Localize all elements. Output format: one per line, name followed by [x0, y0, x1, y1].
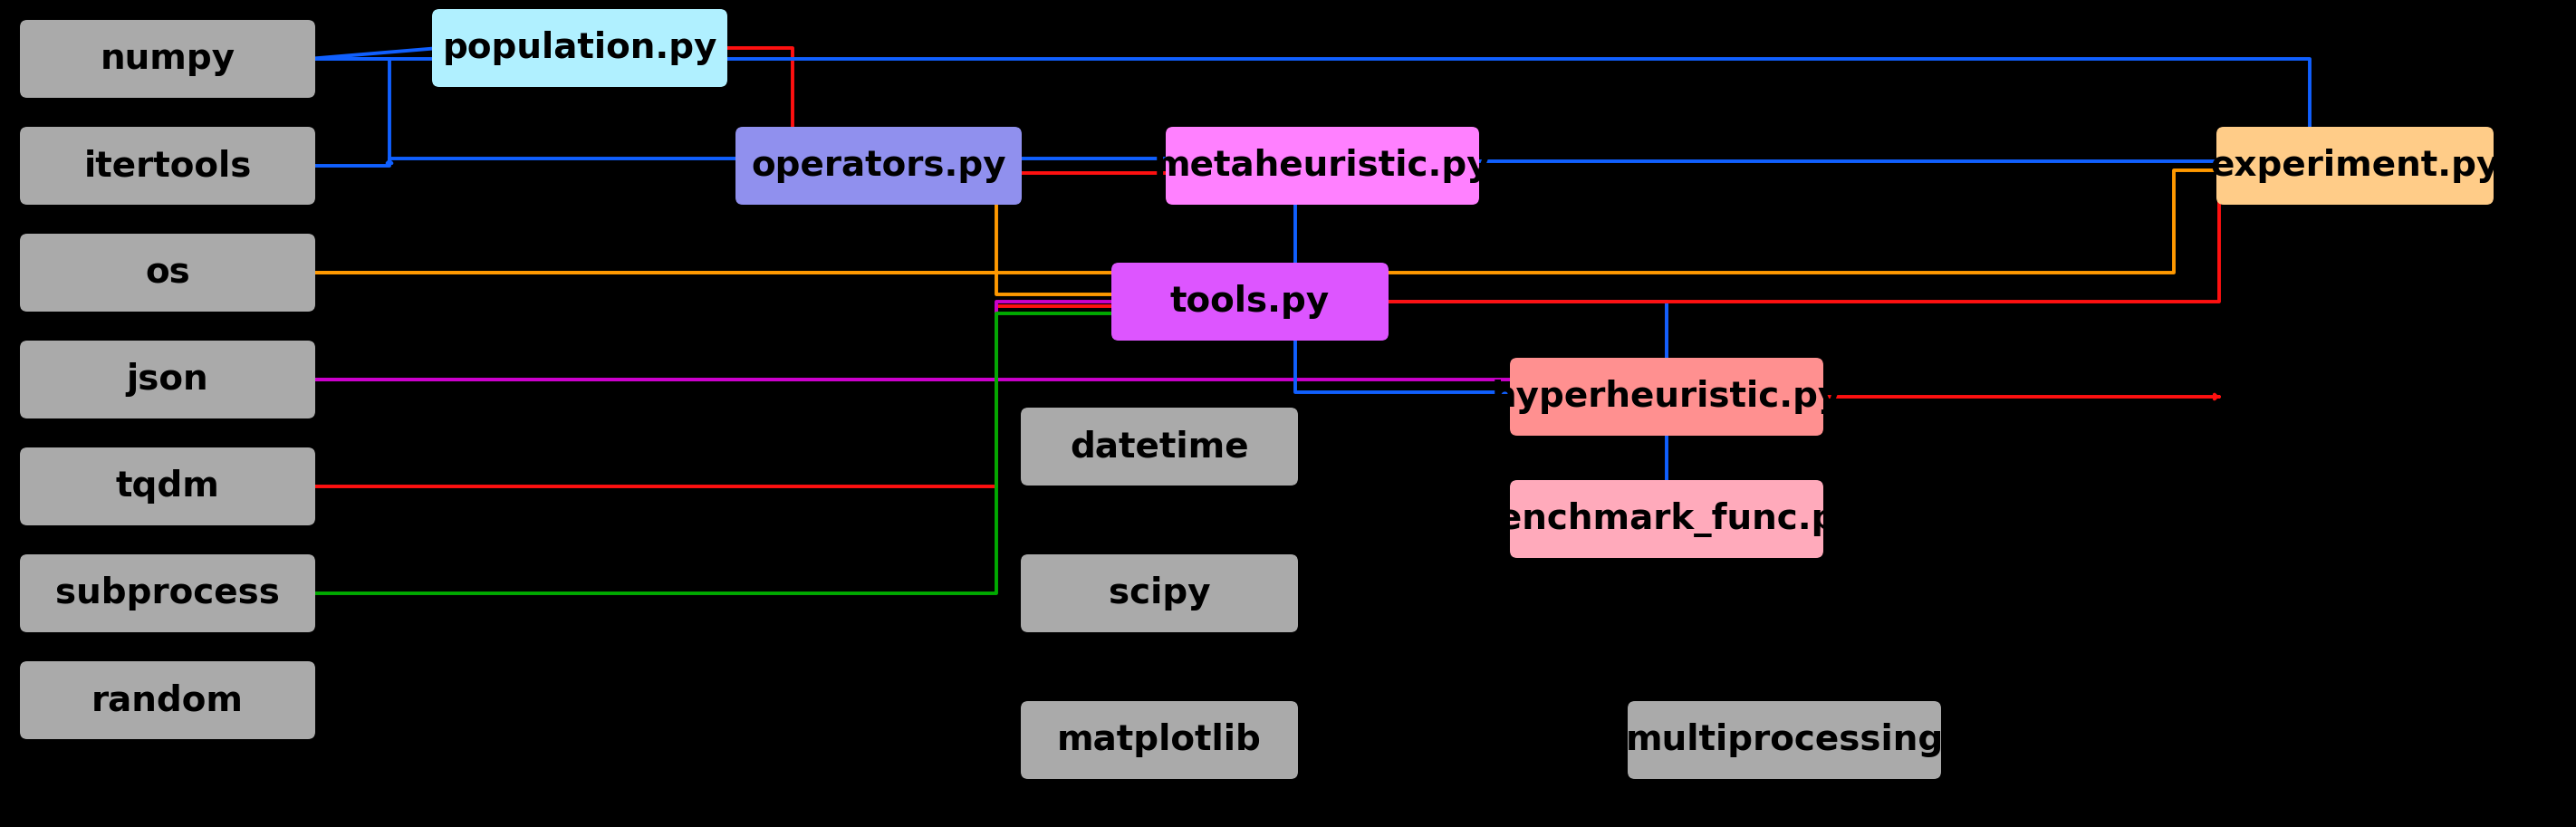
Text: population.py: population.py — [443, 31, 716, 65]
Text: hyperheuristic.py: hyperheuristic.py — [1492, 380, 1842, 414]
FancyBboxPatch shape — [1510, 480, 1824, 558]
FancyBboxPatch shape — [1628, 701, 1942, 779]
FancyBboxPatch shape — [1020, 554, 1298, 633]
Text: tqdm: tqdm — [116, 469, 219, 504]
Text: metaheuristic.py: metaheuristic.py — [1154, 149, 1492, 183]
FancyBboxPatch shape — [21, 127, 314, 205]
Text: random: random — [93, 683, 245, 717]
FancyBboxPatch shape — [1020, 408, 1298, 485]
Text: os: os — [144, 256, 191, 289]
Text: datetime: datetime — [1069, 429, 1249, 464]
FancyBboxPatch shape — [2215, 127, 2494, 205]
Text: scipy: scipy — [1108, 576, 1211, 610]
FancyBboxPatch shape — [21, 20, 314, 98]
FancyBboxPatch shape — [21, 234, 314, 312]
FancyBboxPatch shape — [21, 662, 314, 739]
Text: json: json — [126, 362, 209, 397]
FancyBboxPatch shape — [21, 554, 314, 633]
Text: matplotlib: matplotlib — [1056, 723, 1262, 758]
Text: numpy: numpy — [100, 41, 234, 76]
Text: tools.py: tools.py — [1170, 284, 1329, 319]
Text: benchmark_func.py: benchmark_func.py — [1473, 501, 1860, 537]
Text: itertools: itertools — [82, 149, 252, 183]
FancyBboxPatch shape — [433, 9, 726, 87]
FancyBboxPatch shape — [21, 447, 314, 525]
Text: operators.py: operators.py — [752, 149, 1007, 183]
FancyBboxPatch shape — [1167, 127, 1479, 205]
FancyBboxPatch shape — [1020, 701, 1298, 779]
Text: subprocess: subprocess — [54, 576, 281, 610]
Text: experiment.py: experiment.py — [2210, 149, 2499, 183]
FancyBboxPatch shape — [21, 341, 314, 418]
FancyBboxPatch shape — [737, 127, 1023, 205]
FancyBboxPatch shape — [1110, 263, 1388, 341]
FancyBboxPatch shape — [1510, 358, 1824, 436]
Text: multiprocessing: multiprocessing — [1625, 723, 1942, 758]
